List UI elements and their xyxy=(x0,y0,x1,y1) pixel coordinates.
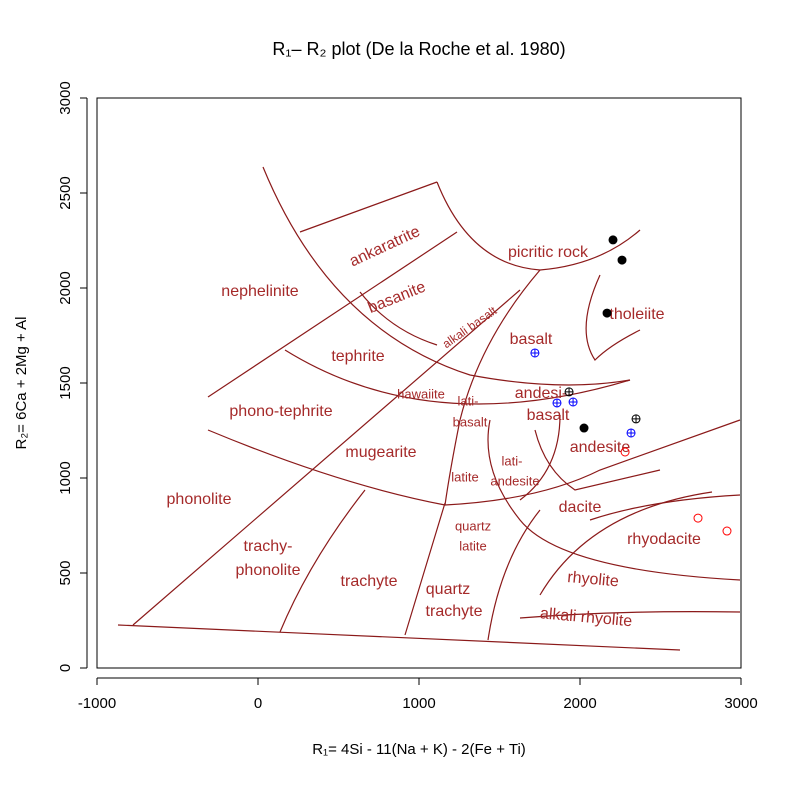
chart-title: R₁– R₂ plot (De la Roche et al. 1980) xyxy=(272,39,565,59)
field-boundaries xyxy=(117,166,741,651)
point-cross xyxy=(569,398,578,406)
y-tick-label: 2000 xyxy=(57,271,74,304)
point xyxy=(608,235,618,245)
point-cross xyxy=(530,348,539,357)
field-label: mugearite xyxy=(345,444,416,461)
field-label: quartz xyxy=(455,518,491,533)
field-label: basanite xyxy=(366,278,429,316)
point xyxy=(602,308,612,318)
field-label: nephelinite xyxy=(221,283,299,300)
field-label: andesi- xyxy=(515,385,567,402)
field-label: dacite xyxy=(559,499,602,516)
field-label: tephrite xyxy=(331,348,384,365)
point xyxy=(693,513,703,523)
field-label: hawaiite xyxy=(397,386,445,401)
field-label: trachyte xyxy=(341,573,398,590)
point-cross xyxy=(565,387,574,396)
x-axis-label: R₁= 4Si - 11(Na + K) - 2(Fe + Ti) xyxy=(312,741,526,758)
point-cross xyxy=(552,398,561,407)
x-tick-label: 1000 xyxy=(402,695,435,712)
field-label: basalt xyxy=(510,331,553,348)
field-label: latite xyxy=(459,538,486,553)
field-label: phono-tephrite xyxy=(229,403,332,420)
y-tick-label: 1000 xyxy=(57,461,74,494)
point xyxy=(722,526,732,536)
field-label: phonolite xyxy=(167,491,232,508)
point xyxy=(617,255,627,265)
y-axis-label: R₂= 6Ca + 2Mg + Al xyxy=(13,317,30,450)
field-label: alkali rhyolite xyxy=(539,605,633,630)
point-cross xyxy=(632,414,641,423)
field-label: rhyodacite xyxy=(627,531,701,548)
point xyxy=(620,447,630,457)
y-tick-label: 500 xyxy=(57,560,74,585)
y-tick-label: 3000 xyxy=(57,81,74,114)
field-label: quartz xyxy=(426,581,470,598)
point xyxy=(579,423,589,433)
field-label: trachyte xyxy=(426,603,483,620)
point-cross xyxy=(627,428,636,437)
field-label: basalt xyxy=(527,407,570,424)
x-tick-label: 0 xyxy=(254,695,262,712)
x-tick-label: 3000 xyxy=(724,695,757,712)
field-label: phonolite xyxy=(236,562,301,579)
x-tick-label: -1000 xyxy=(78,695,116,712)
y-tick-label: 0 xyxy=(57,664,74,672)
field-label: latite xyxy=(451,469,478,484)
y-tick-label: 2500 xyxy=(57,176,74,209)
field-label: andesite xyxy=(490,473,539,488)
x-tick-label: 2000 xyxy=(563,695,596,712)
field-label: ankaratrite xyxy=(347,223,423,270)
field-label: lati- xyxy=(458,393,479,408)
field-label: picritic rock xyxy=(508,244,589,261)
y-tick-label: 1500 xyxy=(57,366,74,399)
field-label: tholeiite xyxy=(609,306,664,323)
field-label: lati- xyxy=(502,453,523,468)
plot-frame xyxy=(96,97,742,669)
field-label: rhyolite xyxy=(567,569,620,590)
field-label: trachy- xyxy=(244,538,293,555)
field-label: andesite xyxy=(570,439,631,456)
field-label: alkali basalt xyxy=(440,303,500,351)
field-label: basalt xyxy=(453,414,488,429)
